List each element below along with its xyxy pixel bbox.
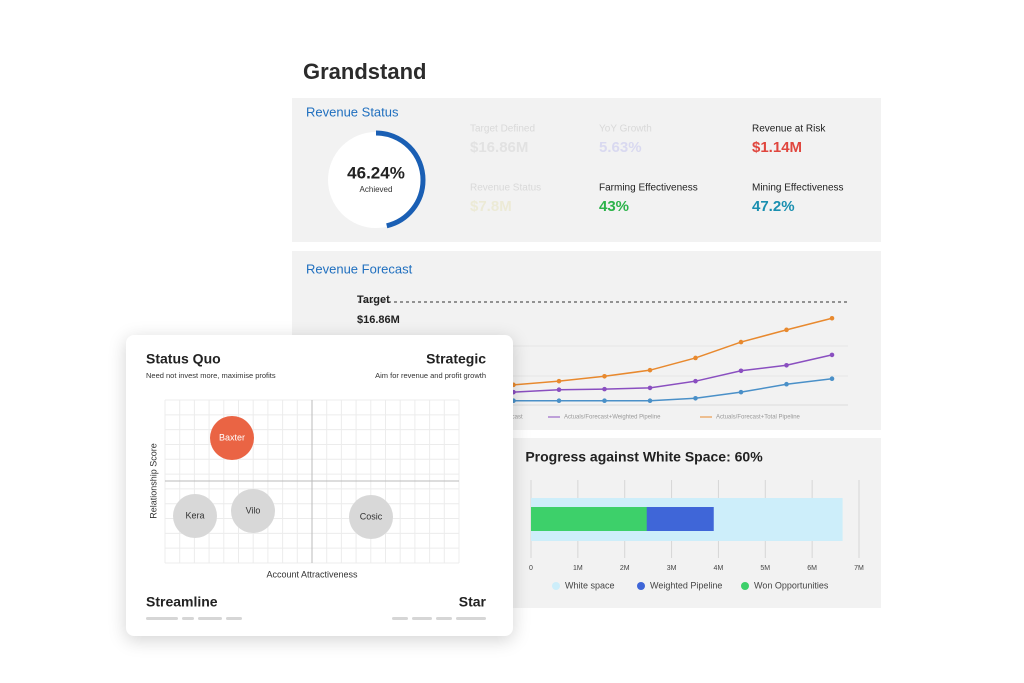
panel-title: Revenue Status	[306, 104, 399, 119]
gauge-arc	[326, 130, 426, 230]
panel-title: Revenue Forecast	[306, 261, 413, 276]
quadrant-title: Streamline	[146, 594, 218, 610]
quadrant-subtitle: Aim for revenue and profit growth	[375, 371, 486, 380]
matrix: Status Quo Need not invest more, maximise…	[146, 351, 487, 620]
metric-label: Mining Effectiveness	[752, 183, 844, 194]
legend-dot	[637, 582, 645, 590]
legend-dot	[741, 582, 749, 590]
x-tick-label: 7M	[854, 565, 864, 572]
forecast-point	[602, 386, 607, 392]
metric-value: 47.2%	[752, 198, 795, 215]
forecast-point	[647, 385, 653, 391]
x-tick-label: 2M	[620, 565, 630, 572]
bar	[531, 507, 647, 531]
forecast-point	[556, 378, 562, 384]
axis-label: Account Attractiveness	[266, 569, 358, 579]
x-tick-label: 3M	[667, 565, 677, 572]
quadrant-subtitle: Need not invest more, maximise profits	[146, 371, 276, 380]
placeholder-bar	[412, 617, 432, 620]
forecast-point	[738, 368, 744, 374]
legend-dot	[552, 582, 560, 590]
legend-label: Actuals/Forecast+Weighted Pipeline	[564, 415, 661, 421]
metric-value: $16.86M	[470, 139, 528, 156]
metric-label: Revenue at Risk	[752, 124, 826, 135]
forecast-point	[738, 389, 744, 395]
quadrant-title: Strategic	[426, 351, 486, 367]
account-label: Kera	[185, 510, 204, 520]
x-tick-label: 6M	[807, 565, 817, 572]
forecast-point	[693, 355, 698, 361]
legend-label: White space	[565, 580, 615, 590]
forecast-point	[602, 398, 607, 404]
placeholder-bar	[198, 617, 222, 620]
x-tick-label: 0	[529, 565, 533, 572]
placeholder-bar	[226, 617, 242, 620]
page-title: Grandstand	[303, 59, 426, 84]
placeholder-bar	[182, 617, 194, 620]
legend-label: Actuals/Forecast+Total Pipeline	[716, 415, 801, 421]
chart-title: Progress against White Space: 60%	[525, 449, 763, 465]
metric-value: $1.14M	[752, 139, 802, 156]
matrix-card: Status Quo Need not invest more, maximise…	[126, 335, 513, 636]
forecast-point	[784, 381, 789, 387]
metric-label: Target Defined	[470, 124, 535, 135]
gauge-caption: Achieved	[360, 185, 393, 194]
account-label: Baxter	[219, 432, 245, 442]
quadrant-title: Status Quo	[146, 351, 221, 367]
gauge-value: 46.24%	[347, 163, 405, 182]
account-label: Vilo	[246, 505, 261, 515]
forecast-point	[647, 398, 653, 404]
x-tick-label: 4M	[714, 565, 724, 572]
account-label: Cosic	[360, 511, 383, 521]
forecast-point	[556, 387, 562, 393]
forecast-point	[829, 376, 835, 382]
forecast-point	[829, 352, 835, 358]
metric-value: $7.8M	[470, 198, 512, 215]
forecast-point	[784, 362, 789, 368]
target-label: Target	[357, 294, 390, 306]
forecast-point	[602, 373, 607, 379]
forecast-point	[784, 327, 789, 333]
placeholder-bar	[456, 617, 486, 620]
quadrant-title: Star	[459, 594, 487, 610]
metric-label: YoY Growth	[599, 124, 652, 135]
x-tick-label: 5M	[760, 565, 770, 572]
forecast-point	[693, 395, 698, 401]
account-bubble	[173, 494, 217, 538]
forecast-point	[693, 378, 698, 384]
forecast-point	[647, 367, 653, 373]
metric-value: 43%	[599, 198, 629, 215]
legend-label: Weighted Pipeline	[650, 580, 722, 590]
axis-label: Relationship Score	[148, 443, 158, 519]
forecast-point	[829, 315, 835, 321]
account-bubble	[210, 416, 254, 460]
placeholder-bar	[436, 617, 452, 620]
metric-value: 5.63%	[599, 139, 642, 156]
metric-label: Revenue Status	[470, 183, 541, 194]
x-tick-label: 1M	[573, 565, 583, 572]
target-value: $16.86M	[357, 314, 400, 326]
legend-label: Won Opportunities	[754, 580, 829, 590]
placeholder-bar	[392, 617, 408, 620]
account-bubble	[349, 495, 393, 539]
account-bubble	[231, 489, 275, 533]
forecast-point	[556, 398, 562, 404]
metric-label: Farming Effectiveness	[599, 183, 698, 194]
placeholder-bar	[146, 617, 178, 620]
forecast-point	[738, 339, 744, 345]
gauge-face	[328, 132, 424, 228]
